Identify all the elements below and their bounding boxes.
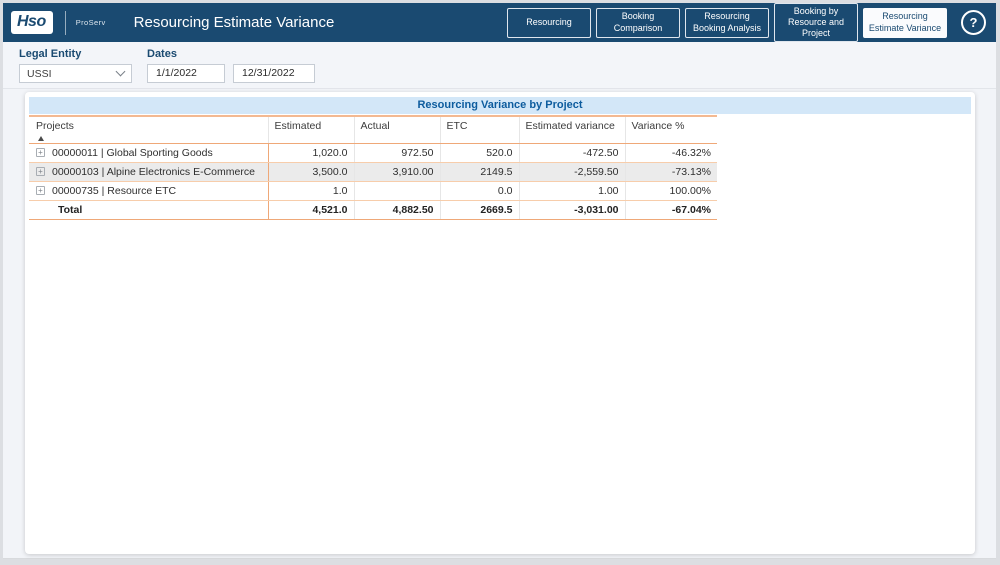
cell-actual: 3,910.00 bbox=[354, 162, 441, 182]
page-title: Resourcing Estimate Variance bbox=[133, 14, 335, 31]
total-label: Total bbox=[29, 200, 269, 220]
nav-button-booking-comparison[interactable]: Booking Comparison bbox=[596, 7, 680, 38]
cell-etc: 2149.5 bbox=[440, 162, 520, 182]
column-header-estimated-variance[interactable]: Estimated variance bbox=[519, 115, 626, 144]
table-header-row: Projects Estimated Actual ETC Estimated … bbox=[29, 115, 717, 144]
cell-estimated-variance: 1.00 bbox=[519, 181, 626, 201]
visual-title: Resourcing Variance by Project bbox=[29, 97, 971, 114]
column-header-actual[interactable]: Actual bbox=[354, 115, 441, 144]
project-name: 00000011 | Global Sporting Goods bbox=[52, 147, 213, 159]
hso-logo: Hso bbox=[11, 11, 53, 34]
report-card: Resourcing Variance by Project Projects … bbox=[25, 92, 975, 554]
table-row[interactable]: +00000103 | Alpine Electronics E-Commerc… bbox=[29, 162, 717, 182]
cell-actual: 972.50 bbox=[354, 143, 441, 163]
nav-tabs: Resourcing Booking Comparison Resourcing… bbox=[507, 2, 947, 43]
product-name: ProServ bbox=[75, 18, 106, 27]
total-estimated: 4,521.0 bbox=[268, 200, 355, 220]
nav-button-resourcing-booking-analysis[interactable]: Resourcing Booking Analysis bbox=[685, 7, 769, 38]
header-divider bbox=[64, 10, 66, 35]
variance-table: Projects Estimated Actual ETC Estimated … bbox=[29, 115, 717, 220]
total-variance-pct: -67.04% bbox=[625, 200, 717, 220]
expand-icon[interactable]: + bbox=[36, 167, 45, 176]
project-name: 00000735 | Resource ETC bbox=[52, 185, 177, 197]
column-header-estimated[interactable]: Estimated bbox=[268, 115, 355, 144]
total-actual: 4,882.50 bbox=[354, 200, 441, 220]
expand-icon[interactable]: + bbox=[36, 148, 45, 157]
column-header-projects[interactable]: Projects bbox=[29, 115, 269, 144]
column-header-projects-label: Projects bbox=[36, 120, 74, 132]
project-name: 00000103 | Alpine Electronics E-Commerce bbox=[52, 166, 255, 178]
nav-button-booking-by-resource-and-project[interactable]: Booking by Resource and Project bbox=[774, 2, 858, 43]
end-date-input[interactable]: 12/31/2022 bbox=[233, 64, 315, 83]
cell-actual bbox=[354, 181, 441, 201]
dates-label: Dates bbox=[147, 48, 177, 60]
table-total-row: Total 4,521.0 4,882.50 2669.5 -3,031.00 … bbox=[29, 200, 717, 220]
nav-button-resourcing[interactable]: Resourcing bbox=[507, 7, 591, 38]
chevron-down-icon bbox=[115, 66, 126, 77]
cell-estimated: 1.0 bbox=[268, 181, 355, 201]
legal-entity-value: USSI bbox=[27, 67, 52, 80]
cell-estimated-variance: -2,559.50 bbox=[519, 162, 626, 182]
cell-estimated-variance: -472.50 bbox=[519, 143, 626, 163]
table-row[interactable]: +00000011 | Global Sporting Goods 1,020.… bbox=[29, 143, 717, 163]
cell-estimated: 1,020.0 bbox=[268, 143, 355, 163]
table-row[interactable]: +00000735 | Resource ETC 1.0 0.0 1.00 10… bbox=[29, 181, 717, 201]
cell-etc: 520.0 bbox=[440, 143, 520, 163]
filter-bar: Legal Entity USSI Dates 1/1/2022 12/31/2… bbox=[3, 42, 996, 89]
cell-variance-pct: -73.13% bbox=[625, 162, 717, 182]
legal-entity-label: Legal Entity bbox=[19, 48, 82, 60]
column-header-variance-pct[interactable]: Variance % bbox=[625, 115, 717, 144]
cell-variance-pct: 100.00% bbox=[625, 181, 717, 201]
start-date-input[interactable]: 1/1/2022 bbox=[147, 64, 225, 83]
cell-etc: 0.0 bbox=[440, 181, 520, 201]
column-header-etc[interactable]: ETC bbox=[440, 115, 520, 144]
cell-variance-pct: -46.32% bbox=[625, 143, 717, 163]
total-estimated-variance: -3,031.00 bbox=[519, 200, 626, 220]
help-icon[interactable]: ? bbox=[961, 10, 986, 35]
total-etc: 2669.5 bbox=[440, 200, 520, 220]
nav-button-resourcing-estimate-variance[interactable]: Resourcing Estimate Variance bbox=[863, 7, 947, 38]
expand-icon[interactable]: + bbox=[36, 186, 45, 195]
app-window: Hso ProServ Resourcing Estimate Variance… bbox=[3, 2, 996, 559]
app-header: Hso ProServ Resourcing Estimate Variance… bbox=[3, 2, 996, 43]
sort-ascending-icon bbox=[38, 136, 44, 141]
cell-estimated: 3,500.0 bbox=[268, 162, 355, 182]
legal-entity-dropdown[interactable]: USSI bbox=[19, 64, 132, 83]
